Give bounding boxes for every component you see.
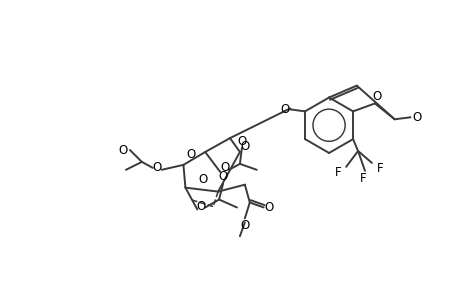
Text: O: O bbox=[196, 200, 206, 213]
Text: F: F bbox=[359, 172, 365, 185]
Text: O: O bbox=[263, 201, 273, 214]
Text: O: O bbox=[280, 103, 289, 116]
Text: O: O bbox=[240, 219, 249, 232]
Text: F: F bbox=[334, 166, 341, 179]
Text: O: O bbox=[237, 135, 246, 148]
Text: O: O bbox=[152, 161, 161, 174]
Text: O: O bbox=[198, 173, 207, 186]
Text: O: O bbox=[240, 140, 249, 152]
Text: O: O bbox=[412, 111, 421, 124]
Text: O: O bbox=[186, 148, 196, 161]
Text: O: O bbox=[218, 170, 227, 183]
Text: O: O bbox=[220, 161, 229, 174]
Text: F: F bbox=[376, 162, 382, 175]
Text: O: O bbox=[118, 143, 127, 157]
Text: O: O bbox=[371, 90, 381, 103]
